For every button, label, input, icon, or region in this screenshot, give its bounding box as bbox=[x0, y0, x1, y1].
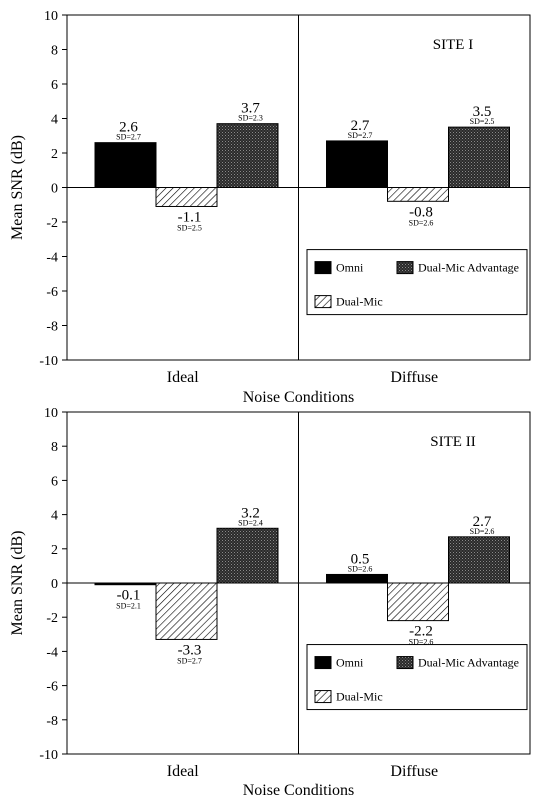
value-label: 2.6 bbox=[119, 120, 138, 136]
y-tick-label: 6 bbox=[51, 474, 58, 489]
sd-label: SD=2.6 bbox=[409, 638, 434, 647]
bar-diagonal-hatch-diffuse bbox=[387, 187, 449, 202]
y-tick-label: -4 bbox=[46, 251, 58, 266]
y-tick-label: 0 bbox=[51, 577, 58, 592]
x-axis-title: Noise Conditions bbox=[243, 389, 355, 406]
value-label: 2.7 bbox=[473, 514, 492, 530]
sd-label: SD=2.1 bbox=[116, 602, 141, 611]
bar-solid-black-ideal bbox=[94, 582, 157, 586]
category-label-diffuse: Diffuse bbox=[390, 369, 438, 386]
y-axis-title: Mean SNR (dB) bbox=[9, 531, 26, 636]
legend-label: Dual-Mic Advantage bbox=[418, 656, 519, 670]
y-tick-label: -2 bbox=[46, 611, 58, 626]
legend: Omni Dual-Mic Advantage Dual-Mic bbox=[306, 644, 528, 711]
category-label-ideal: Ideal bbox=[167, 369, 200, 386]
value-label: -0.8 bbox=[409, 204, 433, 220]
sd-label: SD=2.5 bbox=[470, 117, 495, 126]
y-tick-label: -2 bbox=[46, 216, 58, 231]
legend: Omni Dual-Mic Advantage Dual-Mic bbox=[306, 249, 528, 316]
sd-label: SD=2.7 bbox=[177, 656, 202, 665]
legend-swatch bbox=[314, 295, 332, 309]
bar-solid-black-ideal bbox=[94, 142, 157, 188]
sd-label: SD=2.4 bbox=[238, 518, 263, 527]
legend-box bbox=[306, 249, 528, 316]
legend-label: Dual-Mic bbox=[336, 690, 383, 704]
y-tick-label: -8 bbox=[46, 320, 58, 335]
bar-diagonal-hatch-ideal bbox=[155, 187, 218, 207]
y-tick-label: 4 bbox=[51, 113, 58, 128]
category-label-ideal: Ideal bbox=[167, 763, 200, 780]
sd-label: SD=2.3 bbox=[238, 114, 263, 123]
bar-dark-stipple-diffuse bbox=[448, 536, 510, 584]
bar-diagonal-hatch-diffuse bbox=[387, 582, 449, 622]
panel-label: SITE I bbox=[433, 37, 473, 53]
value-label: -0.1 bbox=[117, 588, 141, 604]
value-label: -2.2 bbox=[409, 624, 433, 640]
y-tick-label: 0 bbox=[51, 182, 58, 197]
sd-label: SD=2.7 bbox=[116, 133, 141, 142]
legend-label: Omni bbox=[336, 656, 364, 670]
legend-swatch bbox=[396, 261, 414, 275]
y-tick-label: 10 bbox=[44, 406, 58, 421]
sd-label: SD=2.6 bbox=[470, 527, 495, 536]
y-tick-label: 8 bbox=[51, 44, 58, 59]
y-tick-label: -6 bbox=[46, 680, 58, 695]
y-tick-label: 2 bbox=[51, 543, 58, 558]
legend-box bbox=[306, 644, 528, 711]
bar-diagonal-hatch-ideal bbox=[155, 582, 218, 640]
legend-swatch bbox=[396, 656, 414, 670]
value-label: 3.5 bbox=[473, 104, 492, 120]
y-tick-label: 2 bbox=[51, 147, 58, 162]
y-tick-label: -10 bbox=[39, 748, 58, 763]
value-label: -3.3 bbox=[178, 642, 202, 658]
y-axis-title: Mean SNR (dB) bbox=[9, 135, 26, 240]
chart-panel-2: 10 8 6 4 2 0 -2 -4 -6 -8 -10 Mean SNR (dB) SITE II -0… bbox=[9, 406, 531, 798]
y-tick-label: -8 bbox=[46, 714, 58, 729]
y-tick-label: -6 bbox=[46, 285, 58, 300]
sd-label: SD=2.5 bbox=[177, 223, 202, 232]
panel-label: SITE II bbox=[430, 434, 475, 450]
legend-swatch bbox=[314, 261, 332, 275]
bar-dark-stipple-diffuse bbox=[448, 126, 510, 188]
sd-label: SD=2.7 bbox=[348, 131, 373, 140]
sd-label: SD=2.6 bbox=[348, 564, 373, 573]
value-label: -1.1 bbox=[178, 209, 202, 225]
y-tick-label: -4 bbox=[46, 645, 58, 660]
value-label: 3.7 bbox=[241, 101, 260, 117]
bar-dark-stipple-ideal bbox=[216, 527, 279, 584]
legend-label: Omni bbox=[336, 261, 364, 275]
chart-panel-1: 10 8 6 4 2 0 -2 -4 -6 -8 -10 Mean SNR (dB) SITE I 2.6… bbox=[9, 9, 531, 406]
y-tick-label: 10 bbox=[44, 9, 58, 24]
bar-dark-stipple-ideal bbox=[216, 123, 279, 189]
value-label: 2.7 bbox=[351, 118, 370, 134]
sd-label: SD=2.6 bbox=[409, 218, 434, 227]
category-label-diffuse: Diffuse bbox=[390, 763, 438, 780]
value-label: 3.2 bbox=[241, 505, 260, 521]
bar-solid-black-diffuse bbox=[326, 573, 388, 584]
bar-solid-black-diffuse bbox=[326, 140, 388, 189]
x-axis-title: Noise Conditions bbox=[243, 782, 355, 798]
value-label: 0.5 bbox=[351, 551, 370, 567]
y-tick-label: -10 bbox=[39, 354, 58, 369]
legend-label: Dual-Mic bbox=[336, 295, 383, 309]
legend-swatch bbox=[314, 656, 332, 670]
legend-label: Dual-Mic Advantage bbox=[418, 261, 519, 275]
y-tick-label: 6 bbox=[51, 78, 58, 93]
legend-swatch bbox=[314, 690, 332, 704]
y-tick-label: 8 bbox=[51, 440, 58, 455]
y-tick-label: 4 bbox=[51, 509, 58, 524]
